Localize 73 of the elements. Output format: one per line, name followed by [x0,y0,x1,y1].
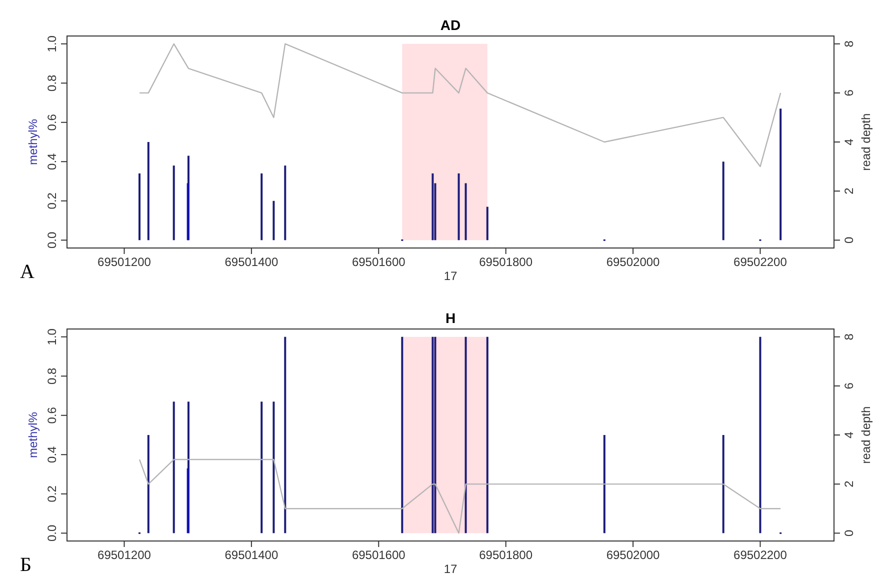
bar [458,173,460,240]
chart-title: H [445,310,456,326]
y-axis-title: methyl% [26,118,40,166]
bar [722,162,724,240]
y-tick-label: 1.0 [45,328,59,346]
bar [172,402,175,534]
y-tick-label: 0.8 [45,367,59,384]
y-tick-label: 0.8 [45,74,59,92]
bar [780,108,782,240]
x-tick-label: 69501600 [352,255,406,269]
y2-tick-label: 8 [842,40,856,48]
bar [172,166,175,240]
bar [260,173,263,240]
y-tick-label: 0.2 [45,485,59,502]
y-tick-label: 0.0 [45,524,59,542]
x-tick-label: 69501600 [352,548,406,562]
y2-axis-title: read depth [859,406,873,464]
bar [464,336,467,534]
y2-axis-title: read depth [859,113,873,171]
bar [147,142,150,240]
chart-title: AD [440,17,461,33]
x-tick-label: 69501400 [224,255,278,269]
bar [272,200,275,240]
bar [434,336,436,534]
y2-tick-label: 6 [842,382,856,390]
y2-tick-label: 8 [842,333,856,340]
y2-tick-label: 2 [842,480,856,488]
x-tick-label: 69501200 [98,255,152,269]
bar [284,166,286,240]
y2-tick-label: 2 [842,187,856,194]
y-tick-label: 1.0 [45,35,59,52]
x-tick-label: 69502200 [734,255,788,269]
bar [464,183,467,240]
y-tick-label: 0.4 [45,152,59,170]
y-tick-label: 0.2 [45,192,59,210]
bar [186,183,189,240]
y2-tick-label: 4 [842,138,856,146]
bar [138,173,140,240]
x-tick-label: 69501200 [98,548,152,562]
x-tick-label: 69502200 [734,548,788,562]
y2-tick-label: 6 [842,89,856,96]
x-tick-label: 69501800 [479,548,533,562]
y2-tick-label: 0 [842,529,856,536]
text: Б [20,554,32,576]
y-tick-label: 0.6 [45,114,59,131]
x-axis-title: 17 [444,562,458,576]
line-series [138,43,782,168]
y-tick-label: 0.4 [45,446,59,463]
bar [603,435,606,534]
x-tick-label: 69501800 [479,255,533,269]
y-tick-label: 0.0 [45,231,59,248]
text: А [20,261,35,283]
bar [432,336,434,534]
bar [759,336,762,534]
bar [401,336,404,534]
x-tick-label: 69502000 [606,548,660,562]
x-axis-title: 17 [444,269,458,283]
line-series [138,458,782,534]
y2-tick-label: 4 [842,431,856,438]
bar [722,435,724,534]
bar [486,206,488,240]
bar [272,402,275,534]
bar [147,435,150,534]
x-tick-label: 69501400 [224,548,278,562]
y-axis-title: methyl% [26,412,40,458]
bar [432,173,434,240]
x-tick-label: 69502000 [606,255,660,269]
bar [260,402,263,534]
bar [186,468,189,534]
y-tick-label: 0.6 [45,406,59,424]
bar [284,336,286,534]
y2-tick-label: 0 [842,236,856,244]
bar [486,336,488,534]
